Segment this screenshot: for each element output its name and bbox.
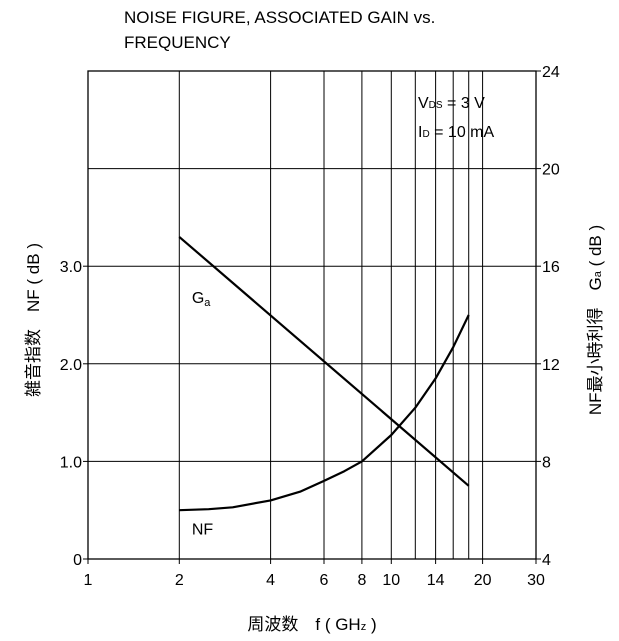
series-line-nf xyxy=(179,314,470,512)
y-right-tick-label: 20 xyxy=(542,162,560,179)
x-tick-label: 20 xyxy=(474,572,492,589)
grid xyxy=(88,71,536,559)
y-right-axis-title: NF最小時利得 Ga ( dB ) xyxy=(586,225,605,415)
y-left-axis-title: 雑音指数 NF ( dB ) xyxy=(24,243,43,397)
series-label-nf: NF xyxy=(192,522,214,539)
series-line-ga xyxy=(178,236,470,487)
y-right-tick-label: 4 xyxy=(542,552,551,569)
y-left-tick-label: 0 xyxy=(73,552,82,569)
condition-id: ID = 10 mA xyxy=(418,124,494,141)
x-tick-label: 1 xyxy=(84,572,93,589)
x-tick-label: 6 xyxy=(320,572,329,589)
x-tick-label: 4 xyxy=(266,572,275,589)
plot-frame xyxy=(87,70,537,560)
y-right-tick-label: 8 xyxy=(542,454,551,471)
y-left-tick-label: 1.0 xyxy=(60,454,82,471)
y-right-axis-ticks: 4 8 12 16 20 24 xyxy=(536,64,560,569)
condition-vds: VDS = 3 V xyxy=(418,95,485,112)
y-right-tick-label: 12 xyxy=(542,357,560,374)
y-right-tick-label: 24 xyxy=(542,64,560,81)
x-axis-title: 周波数 f ( GHz ) xyxy=(247,615,376,634)
y-left-axis-ticks: 0 1.0 2.0 3.0 xyxy=(60,259,88,569)
x-tick-label: 14 xyxy=(427,572,445,589)
chart-title-line-1: NOISE FIGURE, ASSOCIATED GAIN vs. xyxy=(124,8,435,27)
chart-title: NOISE FIGURE, ASSOCIATED GAIN vs. FREQUE… xyxy=(124,8,435,52)
y-right-tick-label: 16 xyxy=(542,259,560,276)
series-layer: NF Ga xyxy=(178,236,470,539)
x-tick-label: 2 xyxy=(175,572,184,589)
x-tick-label: 30 xyxy=(527,572,545,589)
y-left-tick-label: 2.0 xyxy=(60,357,82,374)
series-label-ga: Ga xyxy=(192,290,211,309)
conditions-annotation: VDS = 3 V ID = 10 mA xyxy=(418,95,494,141)
x-axis-ticks: 1 2 4 6 8 10 14 20 30 xyxy=(84,559,545,589)
x-tick-label: 10 xyxy=(382,572,400,589)
y-left-tick-label: 3.0 xyxy=(60,259,82,276)
x-tick-label: 8 xyxy=(357,572,366,589)
chart-title-line-2: FREQUENCY xyxy=(124,33,231,52)
